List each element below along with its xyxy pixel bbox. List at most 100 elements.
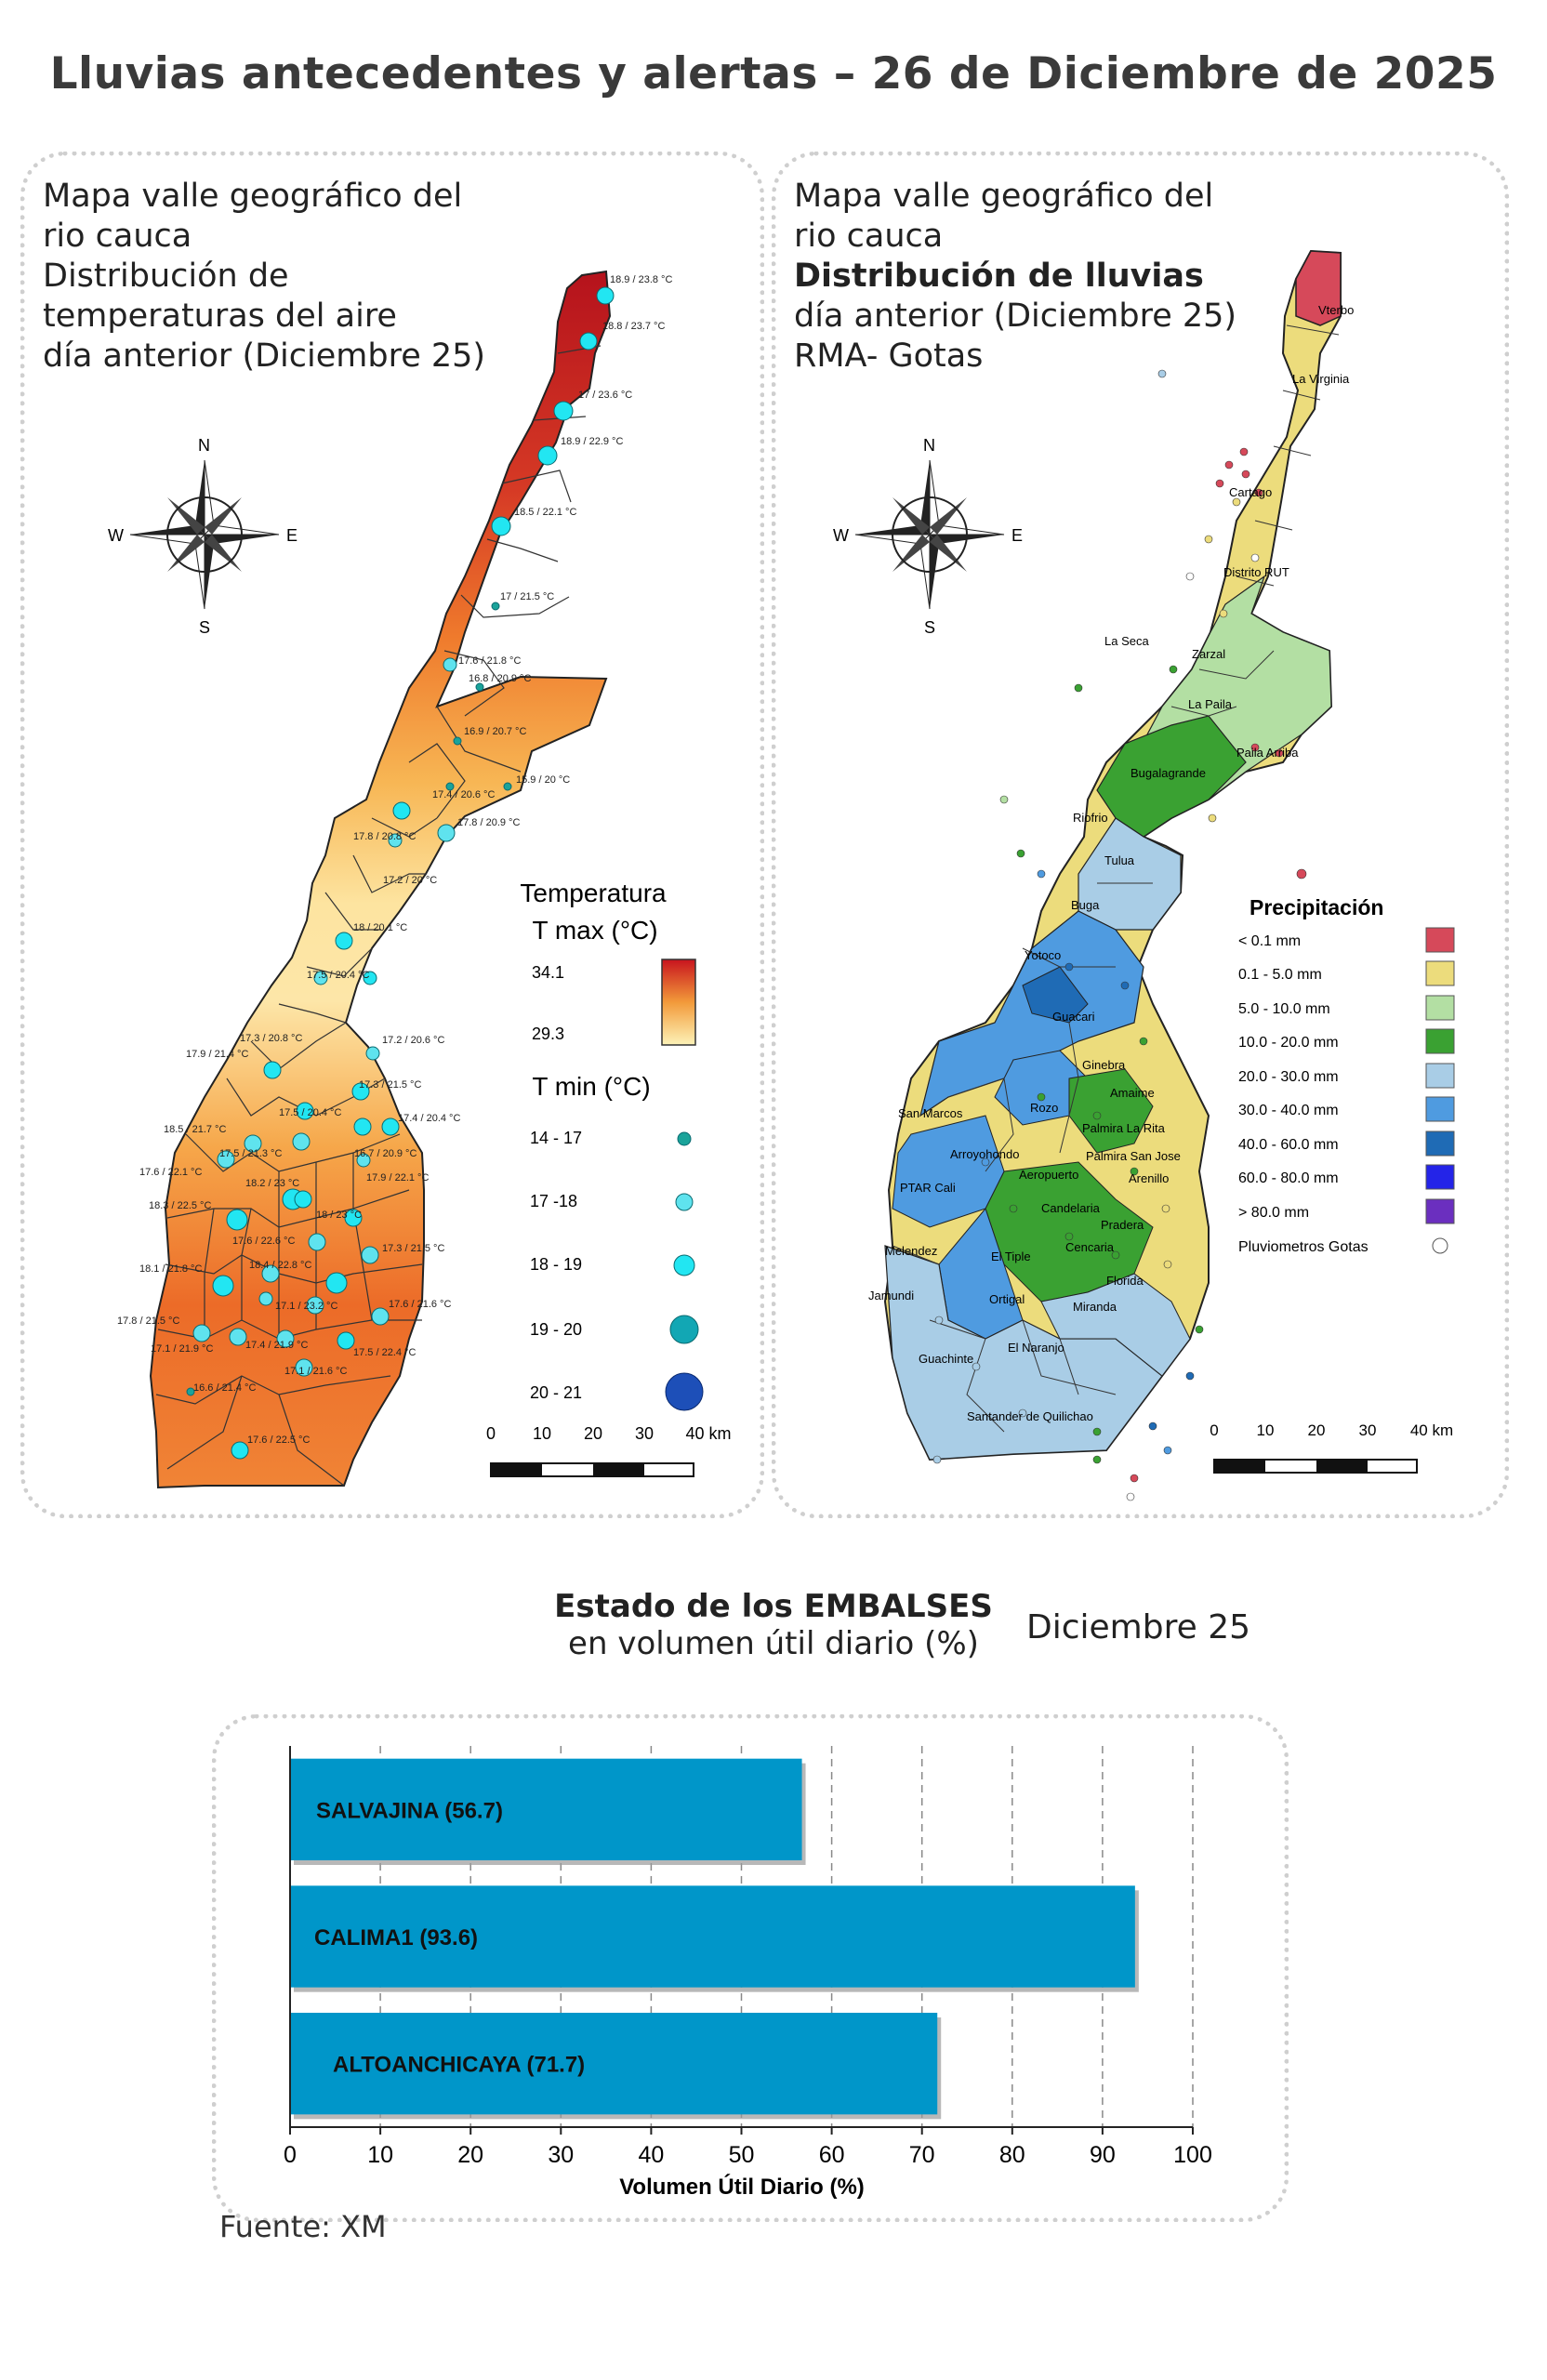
station-label: 16.7 / 20.9 °C	[354, 1148, 416, 1159]
place-label: Yotoco	[1025, 948, 1061, 962]
rain-heading-line: Mapa valle geográfico del	[794, 178, 1214, 215]
legend-title-tmax: T max (°C)	[532, 916, 657, 945]
place-label: El Naranjo	[1008, 1341, 1064, 1355]
bar	[290, 2013, 938, 2115]
reservoirs-subtitle: en volumen útil diario (%)	[568, 1625, 979, 1662]
svg-text:0.1 - 5.0 mm: 0.1 - 5.0 mm	[1238, 967, 1322, 983]
rain-heading-line: día anterior (Diciembre 25)	[794, 298, 1237, 335]
svg-text:60.0 - 80.0 mm: 60.0 - 80.0 mm	[1238, 1170, 1339, 1186]
reservoirs-date: Diciembre 25	[1026, 1608, 1250, 1646]
temp-heading-line: Mapa valle geográfico del	[43, 178, 463, 215]
bar	[290, 1885, 1135, 1988]
temp-panel-heading: Mapa valle geográfico del rio cauca Dist…	[43, 177, 485, 377]
place-label: Buga	[1071, 898, 1100, 912]
gauges-legend: Pluviometros Gotas	[1238, 1237, 1448, 1255]
rain-heading-line: rio cauca	[794, 218, 944, 255]
svg-text:40 km: 40 km	[1410, 1421, 1453, 1439]
station-label: 17.4 / 20.4 °C	[398, 1113, 460, 1124]
precip-class-3: 5.0 - 10.0 mm	[1238, 995, 1455, 1021]
temp-stations	[186, 286, 615, 1460]
station-label: 17.2 / 20.6 °C	[382, 1035, 444, 1046]
x-tick-label: 40	[638, 2142, 664, 2168]
place-label: Palmira La Rita	[1082, 1121, 1166, 1135]
station-label: 17 / 23.6 °C	[578, 390, 632, 401]
reservoirs-title: Estado de los EMBALSES	[554, 1588, 993, 1625]
station-label: 16.6 / 21.4 °C	[193, 1382, 256, 1394]
bar	[290, 1758, 802, 1860]
station-label: 17.8 / 20.8 °C	[353, 831, 416, 842]
reservoirs-title-block: Estado de los EMBALSES en volumen útil d…	[0, 1588, 1547, 1662]
x-tick-label: 10	[367, 2142, 393, 2168]
station-label: 17.3 / 20.8 °C	[240, 1033, 302, 1044]
compass-n: N	[923, 436, 935, 455]
svg-text:10: 10	[533, 1424, 551, 1443]
place-label: La Paila	[1188, 697, 1233, 711]
place-label: Vterbo	[1318, 303, 1354, 317]
svg-text:40.0 - 60.0 mm: 40.0 - 60.0 mm	[1238, 1137, 1339, 1153]
station-label: 17.4 / 21.9 °C	[245, 1340, 308, 1351]
bar-label: SALVAJINA (56.7)	[316, 1798, 503, 1823]
place-label: Aeropuerto	[1019, 1168, 1078, 1182]
rain-place-labels: Vterbo La Virginia Cartago Distrito RUT …	[868, 303, 1354, 1423]
temperature-panel	[20, 152, 764, 1518]
precip-class-7: 40.0 - 60.0 mm	[1238, 1130, 1455, 1157]
place-label: Melendez	[885, 1244, 937, 1258]
page-title: Lluvias antecedentes y alertas – 26 de D…	[49, 48, 1498, 99]
place-label: Riofrio	[1073, 811, 1108, 825]
tmin-class-label: 14 - 17	[530, 1129, 582, 1147]
precip-class-8: 60.0 - 80.0 mm	[1238, 1164, 1455, 1190]
reservoirs-panel	[212, 1714, 1289, 2222]
place-label: Jamundi	[868, 1289, 914, 1302]
x-tick-label: 60	[819, 2142, 845, 2168]
place-label: Florida	[1106, 1274, 1144, 1288]
station-label: 18.2 / 23 °C	[245, 1178, 299, 1189]
x-tick-label: 70	[909, 2142, 935, 2168]
station-label: 17.5 / 20.4 °C	[307, 970, 369, 981]
station-label: 17.6 / 22.5 °C	[247, 1435, 310, 1446]
station-label: 17.6 / 21.6 °C	[389, 1299, 451, 1310]
svg-text:0: 0	[486, 1424, 496, 1443]
rain-scale-bar: 0 10 20 30 40 km	[1210, 1421, 1453, 1474]
station-label: 17.5 / 21.3 °C	[219, 1148, 282, 1159]
rain-gauges	[932, 369, 1307, 1501]
x-tick-label: 90	[1090, 2142, 1116, 2168]
place-label: Guachinte	[919, 1352, 973, 1366]
station-label: 17.8 / 20.9 °C	[457, 817, 520, 828]
svg-text:40 km: 40 km	[685, 1424, 731, 1443]
station-label: 17.9 / 21.4 °C	[186, 1049, 248, 1060]
svg-text:0: 0	[1210, 1421, 1218, 1439]
station-label: 18 / 23 °C	[316, 1210, 362, 1221]
svg-text:30: 30	[635, 1424, 654, 1443]
place-label: Pradera	[1101, 1218, 1144, 1232]
station-label: 16.9 / 20.7 °C	[464, 726, 526, 737]
station-label: 15.9 / 20 °C	[516, 774, 570, 786]
rain-heading-bold: Distribución de lluvias	[794, 257, 1236, 297]
place-label: Amaime	[1110, 1086, 1155, 1100]
svg-text:20: 20	[584, 1424, 602, 1443]
station-label: 17.1 / 23.2 °C	[275, 1301, 337, 1312]
place-label: Paila Arriba	[1236, 746, 1299, 760]
place-label: El Tiple	[991, 1250, 1031, 1263]
reservoirs-bar-chart: SALVAJINA (56.7) CALIMA1 (93.6) ALTOANCHIC…	[284, 1746, 1212, 2200]
bar-label: ALTOANCHICAYA (71.7)	[333, 2053, 585, 2078]
rainfall-panel	[772, 152, 1509, 1518]
station-label: 17.5 / 22.4 °C	[353, 1347, 416, 1358]
station-label: 18 / 20.1 °C	[353, 922, 407, 933]
x-tick-label: 30	[548, 2142, 574, 2168]
place-label: Arenillo	[1129, 1171, 1169, 1185]
station-label: 18.5 / 21.7 °C	[164, 1124, 226, 1135]
compass-rose-icon: N S W E	[833, 436, 1023, 637]
place-label: PTAR Cali	[900, 1181, 956, 1195]
place-label: Rozo	[1030, 1101, 1058, 1115]
temperature-map: 18.9 / 23.8 °C 18.8 / 23.7 °C 17 / 23.6 …	[108, 270, 732, 1489]
place-label: La Virginia	[1292, 372, 1350, 386]
station-label: 18.3 / 22.5 °C	[149, 1200, 211, 1211]
station-label: 18.5 / 22.1 °C	[514, 507, 576, 518]
temperature-legend: Temperatura T max (°C) 34.1 29.3 T min (…	[520, 879, 704, 1411]
station-label: 17.4 / 20.6 °C	[432, 789, 495, 800]
compass-n: N	[198, 436, 210, 455]
x-tick-label: 100	[1173, 2142, 1212, 2168]
source-note: Fuente: XM	[219, 2209, 387, 2244]
precip-class-1: < 0.1 mm	[1238, 927, 1455, 953]
rain-heading-bold-text: Distribución de lluvias	[794, 258, 1204, 295]
